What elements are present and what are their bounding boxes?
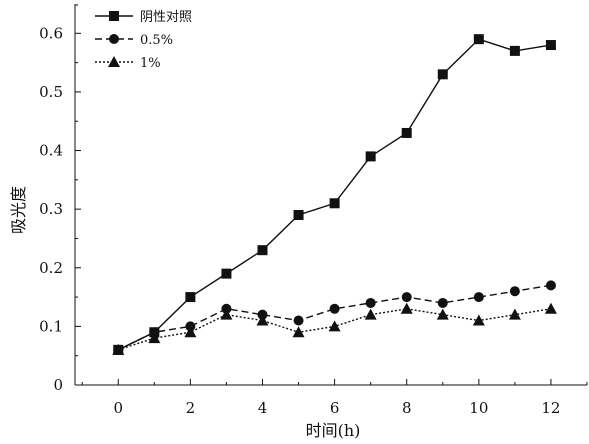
series-2 (112, 302, 557, 355)
data-point (545, 40, 556, 51)
x-tick-label: 0 (113, 399, 123, 417)
data-point (365, 297, 376, 308)
x-tick-label: 8 (402, 399, 412, 417)
data-point (184, 326, 197, 338)
y-axis-label: 吸光度 (9, 186, 28, 234)
series-group (112, 34, 557, 355)
data-point (148, 332, 161, 344)
x-tick-label: 12 (541, 399, 560, 417)
data-point (221, 268, 232, 279)
legend-label: 1% (140, 56, 161, 71)
data-point (437, 297, 448, 308)
legend-marker (109, 34, 119, 44)
y-tick-label: 0.1 (39, 317, 63, 335)
data-point (293, 210, 304, 221)
data-point (401, 292, 412, 303)
y-tick-label: 0.6 (39, 24, 63, 42)
y-tick-label: 0 (53, 376, 63, 394)
data-point (220, 308, 233, 320)
ticks: 0 0.1 0.2 0.3 0.4 0.5 0.6 0 2 4 6 8 10 12 (39, 4, 588, 417)
data-point (508, 308, 521, 320)
legend-label: 0.5% (140, 33, 173, 48)
data-point (256, 314, 269, 326)
data-point (400, 302, 413, 314)
data-point (545, 280, 556, 291)
data-point (509, 286, 520, 297)
data-point (509, 45, 520, 56)
data-point (328, 320, 341, 332)
legend-label: 阴性对照 (140, 10, 192, 25)
data-point (437, 69, 448, 80)
data-point (436, 308, 449, 320)
legend-marker (108, 56, 120, 67)
data-point (185, 292, 196, 303)
x-tick-label: 2 (186, 399, 196, 417)
series-line (117, 284, 552, 351)
x-tick-label: 4 (258, 399, 268, 417)
legend: 阴性对照 0.5% 1% (95, 10, 192, 71)
data-point (365, 151, 376, 162)
data-point (401, 127, 412, 138)
x-tick-label: 6 (330, 399, 340, 417)
data-point (257, 245, 268, 256)
x-tick-label: 10 (469, 399, 488, 417)
data-point (293, 315, 304, 326)
data-point (544, 302, 557, 314)
x-axis-label: 时间(h) (306, 421, 361, 440)
y-tick-label: 0.4 (39, 142, 63, 160)
data-point (472, 314, 485, 326)
data-point (329, 303, 340, 314)
series-line (117, 38, 552, 351)
legend-marker (109, 11, 119, 21)
data-point (329, 198, 340, 209)
y-tick-label: 0.5 (39, 83, 63, 101)
data-point (473, 292, 484, 303)
series-1 (113, 280, 556, 355)
y-tick-label: 0.2 (39, 259, 63, 277)
data-point (473, 34, 484, 45)
data-point (112, 343, 125, 355)
axes (74, 4, 587, 386)
data-point (292, 326, 305, 338)
y-tick-label: 0.3 (39, 200, 63, 218)
data-point (364, 308, 377, 320)
